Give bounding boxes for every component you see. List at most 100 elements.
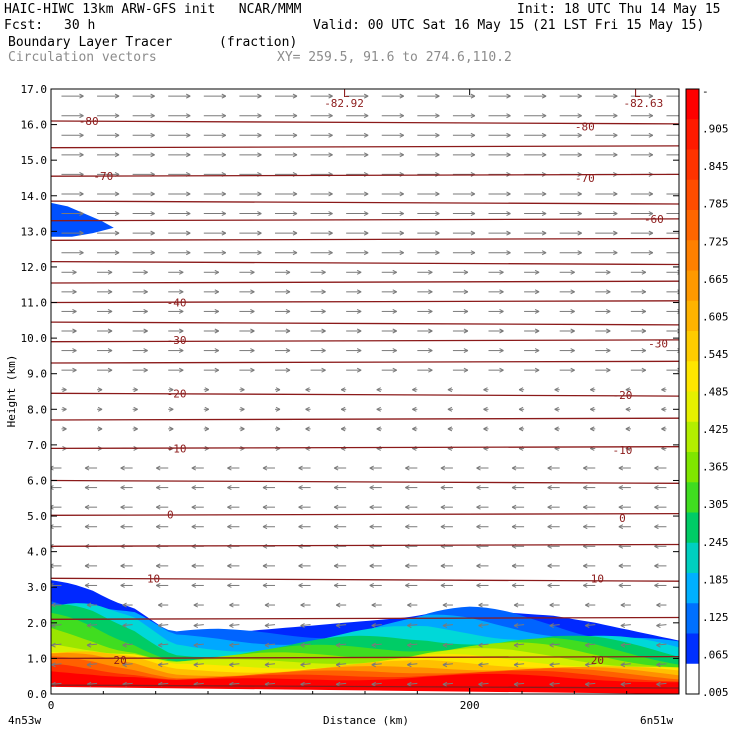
vector-head [625,426,631,432]
vector-head [513,681,519,687]
vector-head [483,426,488,432]
vector-head [428,367,433,373]
vector-head [648,250,654,256]
vector-head [340,406,346,412]
vector-head [376,426,381,432]
vector-head [227,583,232,588]
colorbar-label: .065 [702,648,729,661]
colorbar-label: - [702,85,709,98]
vector-head [641,348,647,354]
vector-head [214,308,220,314]
vector-head [156,465,161,471]
y-tick-label: 0.0 [27,688,47,701]
y-tick-label: 9.0 [27,368,47,381]
vector-head [133,387,138,393]
vector-head [79,93,84,99]
vector-head [641,269,647,275]
vector-arrow [620,682,631,685]
vector-head [72,269,77,275]
vector-head [300,623,305,629]
colorbar-swatch [686,179,699,211]
vector-head [428,308,433,314]
vector-head [298,465,303,471]
colorbar-swatch [686,270,699,302]
vector-head [541,152,547,158]
vector-head [107,328,113,334]
vector-head [648,191,654,197]
vector-head [158,642,163,648]
vector-head [333,524,339,530]
vector-arrow [620,624,631,627]
vector-arrow [585,663,596,666]
vector-head [62,387,67,393]
vector-head [328,211,333,217]
vector-head [447,387,453,393]
vector-arrow [87,682,98,685]
vector-head [376,387,381,393]
vector-head [158,662,163,668]
vector-head [193,602,199,608]
vector-head [133,406,138,412]
vector-head [275,426,281,432]
vector-head [585,602,590,608]
contour-line [51,173,679,177]
vector-head [613,132,618,138]
vector-arrow [371,663,382,666]
vector-head [583,524,588,530]
contour-line [51,392,679,397]
vector-head [392,328,397,334]
colorbar-swatch [686,542,699,574]
contour-label: 10 [591,572,604,585]
vector-head [158,602,163,608]
vector-head [590,406,595,412]
vector-head [463,308,469,314]
vector-head [677,308,679,314]
vector-head [193,642,199,648]
vector-head [371,602,376,608]
vector-head [257,132,262,138]
vector-head [298,583,303,588]
vector-head [122,642,127,648]
contour-label: -10 [167,442,187,455]
vector-head [321,348,326,354]
vector-head [440,583,446,588]
contour-line [51,684,679,689]
vector-head [51,642,56,648]
vector-head [549,662,554,668]
vector-head [305,406,310,412]
vector-head [613,230,618,236]
vector-head [478,681,483,687]
vector-head [328,132,333,138]
vector-head [648,152,654,158]
vector-head [227,485,232,491]
vector-head [606,289,611,295]
vector-head [547,563,552,569]
vector-head [292,211,298,217]
vector-head [262,485,268,491]
vector-arrow [300,663,311,666]
vector-head [363,230,369,236]
vector-head [179,328,184,334]
colorbar-swatch [686,482,699,513]
vector-head [412,406,417,412]
vector-head [240,426,245,432]
vector-head [399,191,404,197]
vector-head [442,681,448,687]
vector-head [292,250,298,256]
vector-head [606,328,611,334]
vector-head [648,93,654,99]
colorbar-label: .485 [702,386,729,399]
vector-head [158,623,163,629]
vector-head [120,504,125,510]
vector-arrow [478,663,489,666]
vector-head [356,348,362,354]
vector-head [570,367,575,373]
vector-head [534,367,540,373]
vector-head [620,681,626,687]
vector-head [257,230,262,236]
vector-head [476,504,481,510]
colorbar-swatch [686,119,699,150]
vector-head [321,328,326,334]
vector-head [625,387,631,393]
vector-head [513,662,519,668]
